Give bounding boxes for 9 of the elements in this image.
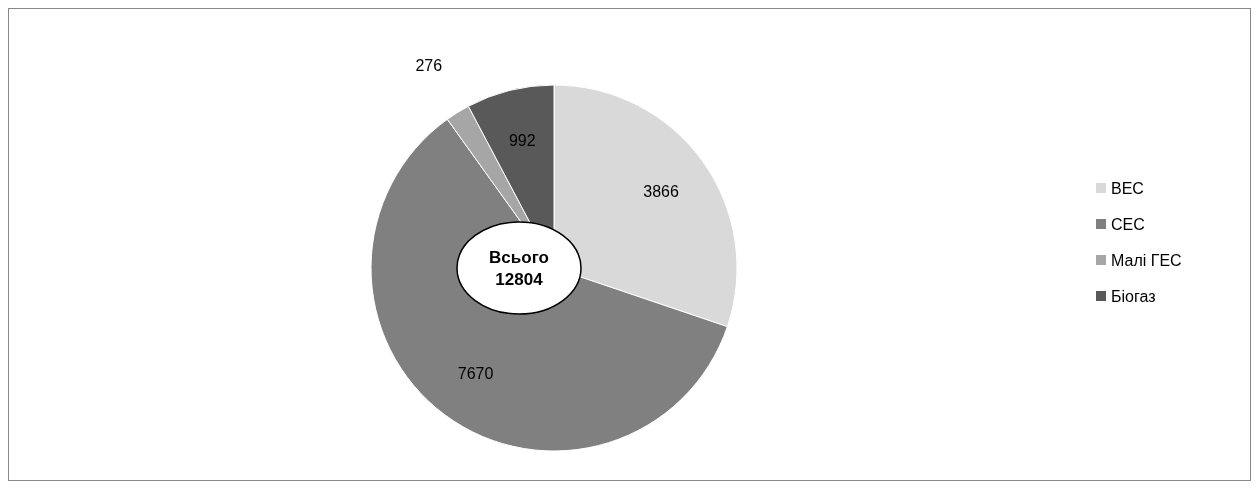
legend-label: Малі ГЕС <box>1111 251 1182 269</box>
data-label: 7670 <box>457 365 494 383</box>
data-label: 276 <box>415 57 443 75</box>
data-label: 3866 <box>643 182 679 200</box>
text: Всього 12804 <box>489 247 549 289</box>
legend-label: Біогаз <box>1111 287 1156 305</box>
data-label: 992 <box>508 131 536 149</box>
legend-label: СЕС <box>1111 215 1145 233</box>
legend-label: ВЕС <box>1111 179 1144 197</box>
